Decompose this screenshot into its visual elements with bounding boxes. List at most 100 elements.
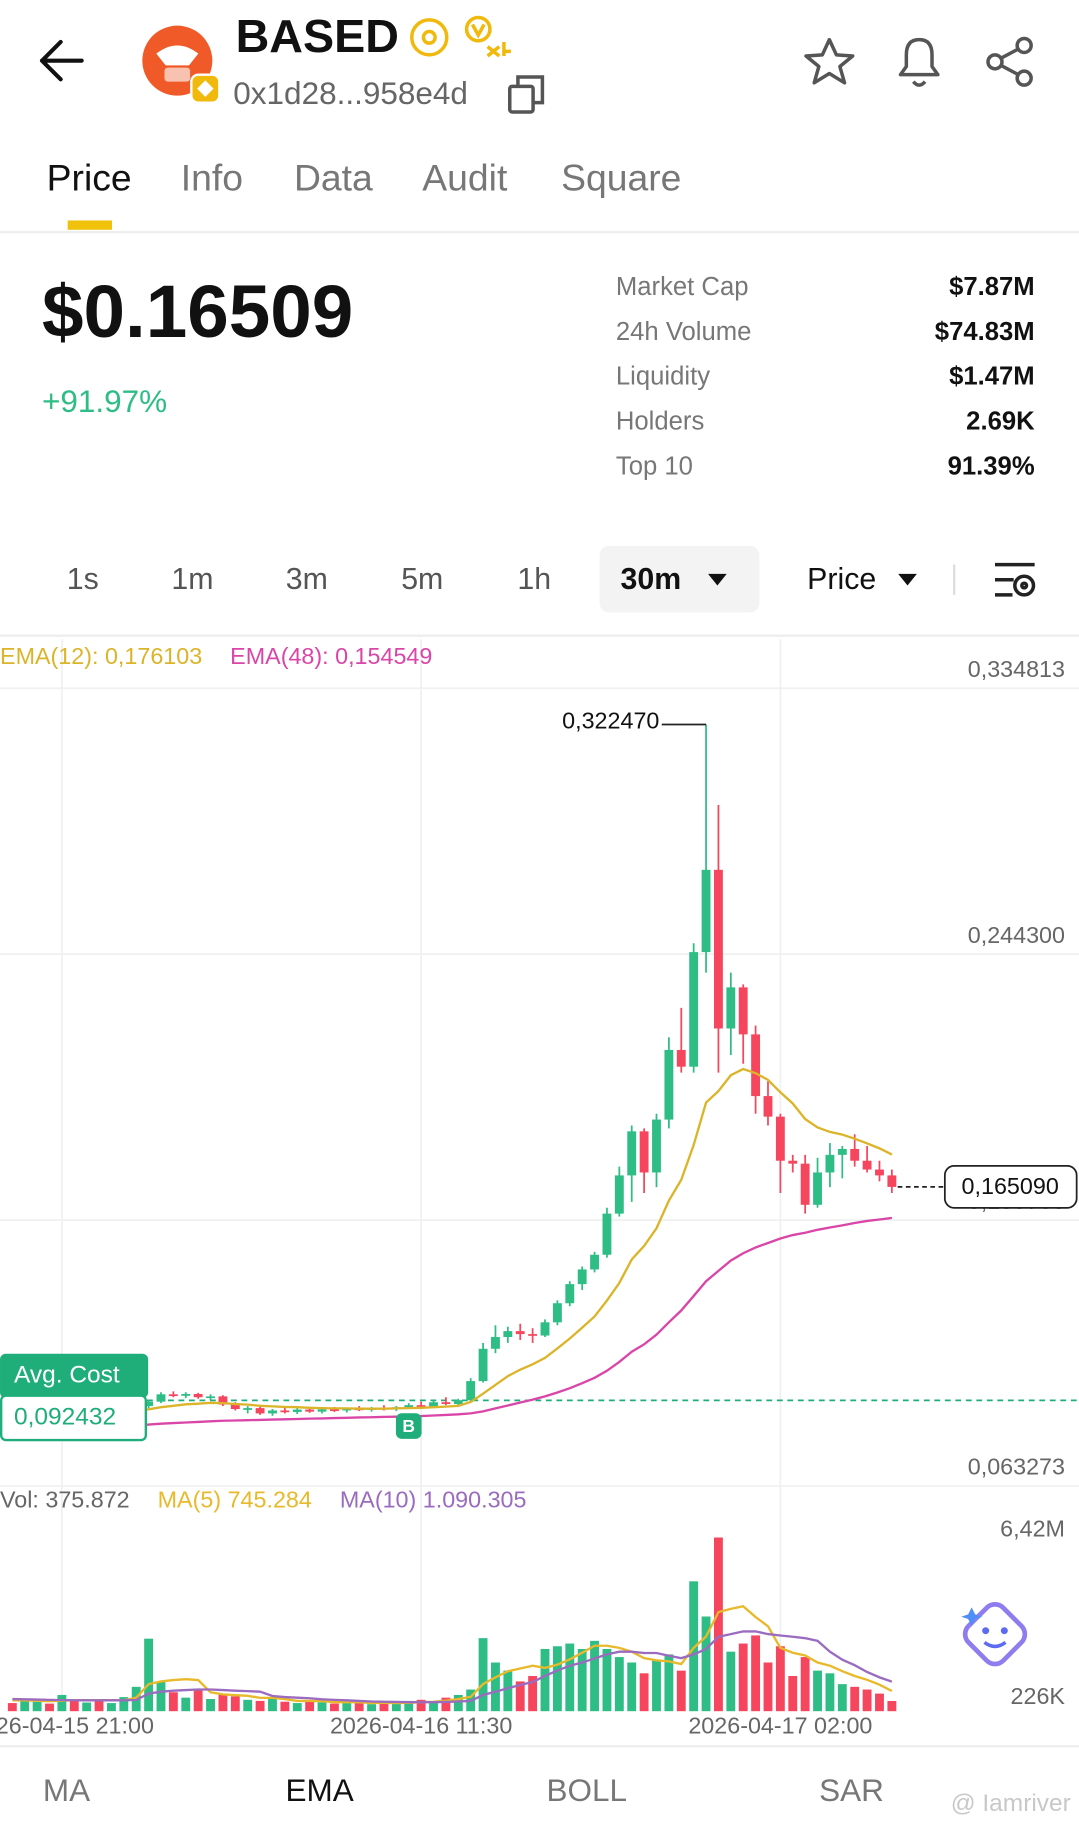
tab[interactable]: Data <box>294 157 373 199</box>
favorite-button[interactable] <box>804 37 855 85</box>
avg-cost-box <box>0 1394 147 1442</box>
tab[interactable]: Square <box>561 157 681 199</box>
volume-bar <box>45 1703 54 1712</box>
chart-layer: 2026-04-15 21:00 2026-04-16 11:30 2026-04-… <box>0 639 1079 1739</box>
volume-bar <box>676 1670 686 1712</box>
tab-bar: Price Info Data Audit Square <box>47 157 681 230</box>
volume-bar <box>329 1703 339 1712</box>
volume-bar <box>652 1659 661 1712</box>
volume-bar <box>255 1700 265 1712</box>
volume-bar <box>763 1662 773 1712</box>
legend-entry: MA(5) 745.284 <box>158 1486 312 1512</box>
volume-bar <box>627 1662 637 1712</box>
indicator-tab[interactable]: BOLL <box>546 1772 627 1808</box>
candle-body <box>416 1405 426 1407</box>
candle-body <box>887 1175 897 1187</box>
candle-body <box>862 1160 872 1170</box>
candle-body <box>317 1409 327 1412</box>
back-button[interactable] <box>39 39 84 82</box>
volume-bar <box>552 1646 562 1712</box>
chart-mode[interactable]: Price <box>807 563 876 596</box>
indicator-tab[interactable]: EMA <box>286 1772 354 1808</box>
tab[interactable]: Price <box>47 157 132 199</box>
indicator-tab[interactable]: MA <box>43 1772 90 1808</box>
candle-body <box>813 1172 822 1205</box>
alert-button[interactable] <box>898 37 940 87</box>
volume-bar <box>515 1681 525 1712</box>
volume-bar <box>540 1648 550 1712</box>
candle-body <box>429 1402 438 1407</box>
stat-value: $1.47M <box>949 363 1035 391</box>
stat-label: Liquidity <box>616 363 710 391</box>
volume-bar <box>379 1702 389 1712</box>
last-price-box <box>943 1165 1078 1209</box>
volume-bar <box>775 1646 785 1712</box>
tab[interactable]: Info <box>181 157 243 199</box>
interval[interactable]: 1h <box>517 563 551 596</box>
token-logo <box>142 25 221 104</box>
interval[interactable]: 5m <box>401 563 443 596</box>
volume-bar <box>751 1635 761 1712</box>
candle-body <box>639 1131 649 1173</box>
candle-body <box>614 1175 624 1214</box>
ema-line <box>12 1067 893 1413</box>
volume-bar <box>813 1670 822 1712</box>
interval[interactable]: 30m <box>621 563 682 596</box>
candle-body <box>478 1348 488 1382</box>
volume-bar <box>639 1673 649 1712</box>
candle-body <box>292 1409 302 1412</box>
interval[interactable]: 1s <box>67 563 99 596</box>
volume-bar <box>577 1648 587 1712</box>
share-button[interactable] <box>986 36 1033 87</box>
legend-entry: EMA(12): 0,176103 <box>0 643 202 669</box>
indicator-tab[interactable]: SAR <box>819 1772 884 1808</box>
legend-entry: EMA(48): 0,154549 <box>230 643 432 669</box>
candle-body <box>181 1394 191 1396</box>
x-tick-label: 2026-04-15 21:00 <box>0 1713 154 1739</box>
candle-body <box>404 1405 414 1408</box>
volume-bar <box>738 1643 748 1712</box>
ai-assistant-button[interactable] <box>960 1600 1029 1669</box>
last-price-label: 0,165090 <box>962 1173 1059 1199</box>
stat-label: Top 10 <box>616 453 693 481</box>
interval[interactable]: 1m <box>171 563 213 596</box>
buy-marker-label: B <box>402 1416 415 1436</box>
candle-body <box>206 1396 215 1399</box>
candle-body <box>540 1322 550 1336</box>
copy-button[interactable] <box>508 75 545 114</box>
stat-label: 24h Volume <box>616 318 752 346</box>
tab[interactable]: Audit <box>422 157 508 199</box>
volume-bar <box>292 1703 302 1712</box>
candle-body <box>590 1254 599 1270</box>
volume-bar <box>7 1703 17 1712</box>
interval-bar: 1s 1m 3m 5m 1h 30m <box>67 545 760 613</box>
volume-ma-line <box>12 1604 893 1705</box>
stats: Market Cap $7.87M 24h Volume $74.83M Liquidi… <box>616 273 1035 481</box>
volume-bar <box>528 1676 538 1712</box>
volume-legend: Vol: 375.872 <box>0 1486 130 1512</box>
dropdown-arrow <box>708 573 727 586</box>
volume-bar <box>243 1699 253 1712</box>
candle-body <box>453 1400 463 1405</box>
chart-settings-button[interactable] <box>995 562 1036 597</box>
volume-bar <box>503 1670 513 1712</box>
token-address: 0x1d28...958e4d <box>233 75 468 111</box>
interval-selected-bg <box>599 545 760 613</box>
volume-bar <box>280 1701 290 1712</box>
volume-bar <box>875 1693 884 1712</box>
interval[interactable]: 3m <box>286 563 328 596</box>
candle-body <box>552 1303 562 1323</box>
candle-body <box>491 1337 500 1349</box>
candle-body <box>268 1410 277 1414</box>
volume-bar <box>602 1648 612 1712</box>
candle-body <box>441 1402 451 1405</box>
stat-value: 91.39% <box>948 453 1035 481</box>
volume-bar <box>701 1616 711 1712</box>
volume-bar <box>837 1684 847 1712</box>
mode-dropdown-arrow <box>898 573 917 586</box>
candle-body <box>652 1119 661 1173</box>
candle-body <box>144 1401 154 1407</box>
volume-bar <box>453 1694 463 1712</box>
volume-bar <box>689 1581 699 1712</box>
volume-bar <box>367 1704 377 1712</box>
